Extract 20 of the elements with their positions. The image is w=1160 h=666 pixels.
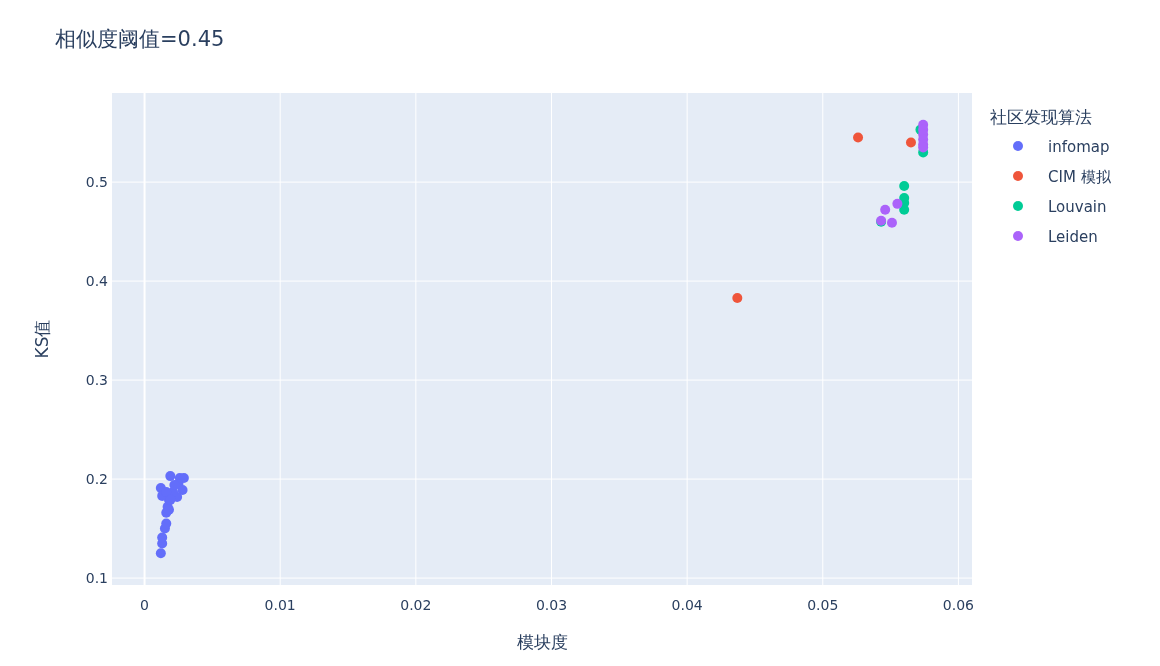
legend-label: infomap	[1048, 138, 1110, 156]
x-tick-label: 0.06	[942, 597, 975, 613]
x-tick-label: 0	[140, 597, 150, 613]
x-tick-label: 0.05	[807, 597, 839, 613]
legend-title: 社区发现算法	[990, 107, 1092, 127]
legend-label: Louvain	[1048, 198, 1107, 216]
y-tick-label: 0.4	[85, 273, 109, 290]
x-tick-label: 0.04	[671, 597, 703, 613]
x-tick-label: 0.03	[535, 597, 568, 613]
chart-title: 相似度阈值=0.45	[55, 27, 225, 51]
y-axis-title: KS值	[32, 319, 52, 359]
legend-label: CIM 模拟	[1048, 168, 1112, 186]
y-tick-label: 0.2	[85, 471, 108, 488]
x-tick-label: 0.01	[264, 597, 296, 613]
x-tick-label: 0.02	[400, 597, 432, 613]
y-tick-label: 0.5	[85, 174, 108, 191]
x-axis-title: 模块度	[516, 632, 568, 652]
y-tick-label: 0.3	[85, 372, 108, 389]
legend-label: Leiden	[1048, 228, 1098, 246]
y-tick-label: 0.1	[85, 570, 108, 587]
